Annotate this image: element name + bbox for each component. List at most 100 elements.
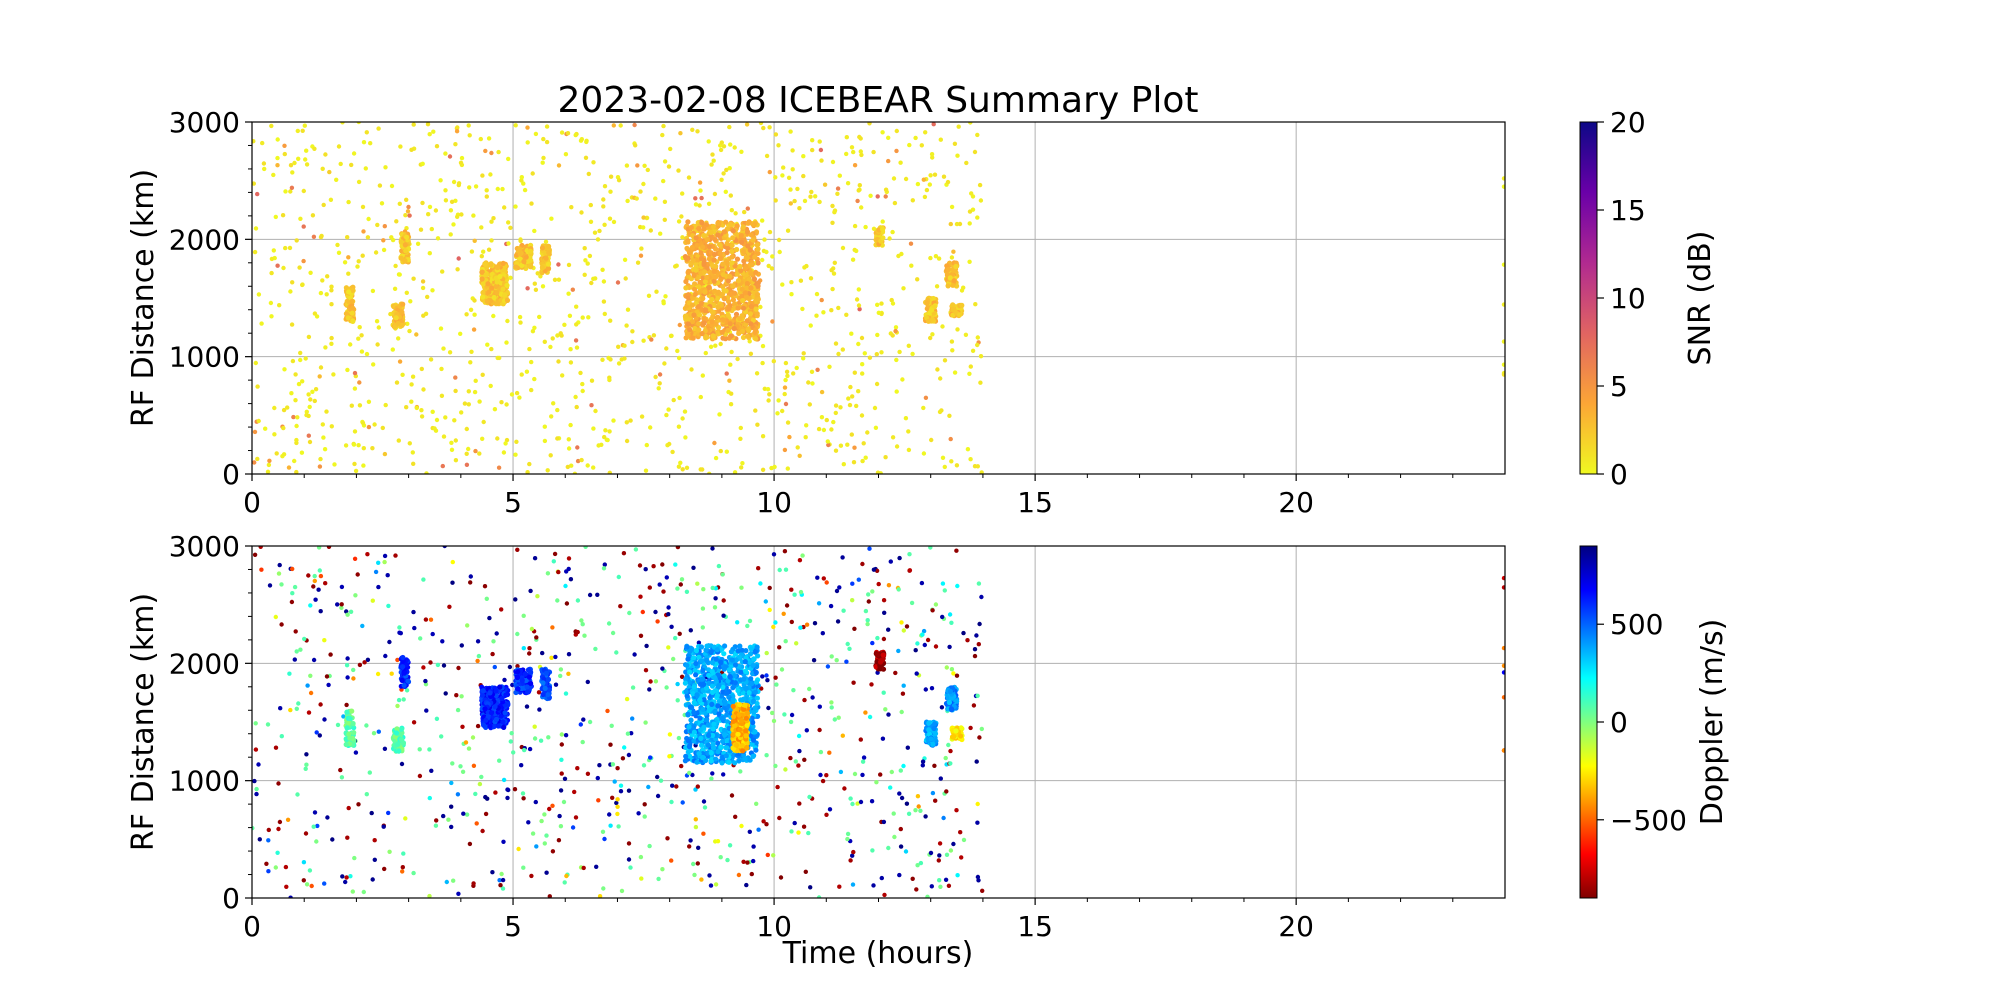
snr-background-point (641, 215, 646, 220)
snr-cluster-point (711, 278, 717, 284)
snr-cluster-point (693, 267, 699, 273)
snr-cluster-point (488, 262, 494, 268)
snr-cluster-point (479, 276, 485, 282)
doppler-background-point (899, 795, 905, 801)
doppler-background-point (252, 778, 257, 784)
doppler-cluster-point (499, 695, 505, 702)
snr-background-point (466, 123, 471, 128)
snr-background-point (256, 418, 261, 424)
snr-cluster-point (750, 237, 756, 243)
snr-background-point (290, 170, 295, 175)
snr-background-point (822, 182, 828, 187)
snr-background-point (456, 181, 462, 186)
doppler-background-point (794, 641, 799, 646)
snr-background-point (875, 194, 880, 199)
snr-background-point (548, 344, 553, 350)
doppler-background-point (608, 823, 613, 828)
snr-cluster-point (689, 302, 696, 308)
snr-cluster-point (686, 295, 692, 301)
snr-background-point (948, 221, 953, 227)
snr-background-point (729, 208, 734, 213)
snr-background-point (320, 278, 325, 283)
snr-cluster-point (743, 322, 749, 328)
snr-background-point (851, 460, 857, 465)
doppler-background-point (901, 683, 906, 688)
snr-cluster-point (755, 260, 761, 266)
snr-background-point (466, 389, 471, 394)
doppler-background-point (850, 801, 855, 807)
snr-background-point (789, 280, 794, 285)
snr-background-point (653, 374, 658, 380)
doppler-cluster-point (487, 723, 493, 730)
doppler-background-point (558, 824, 564, 829)
snr-cluster-point (703, 307, 709, 313)
snr-background-point (562, 322, 567, 327)
snr-background-point (396, 336, 401, 341)
doppler-background-point (691, 565, 696, 570)
snr-background-point (504, 437, 510, 443)
doppler-background-point (828, 603, 834, 609)
doppler-background-point (458, 764, 463, 769)
snr-cluster-point (753, 336, 759, 342)
doppler-background-point (386, 603, 391, 609)
doppler-background-point (294, 706, 299, 711)
doppler-background-point (381, 824, 386, 829)
doppler-background-point (899, 620, 904, 625)
snr-cluster-point (720, 261, 726, 267)
doppler-cluster-point (545, 676, 552, 682)
doppler-background-point (881, 636, 887, 642)
snr-background-point (583, 258, 588, 263)
snr-background-point (348, 342, 353, 347)
doppler-background-point (326, 682, 331, 688)
doppler-background-point (640, 609, 645, 615)
snr-background-point (499, 400, 504, 405)
doppler-background-point (733, 814, 738, 819)
doppler-background-point (955, 583, 960, 589)
snr-background-point (760, 218, 765, 223)
snr-background-point (628, 418, 633, 423)
snr-background-point (879, 301, 884, 306)
snr-background-point (906, 343, 911, 348)
snr-background-point (467, 185, 472, 190)
snr-background-point (272, 432, 277, 437)
doppler-background-point (747, 618, 753, 624)
doppler-background-point (340, 874, 345, 879)
snr-background-point (973, 302, 978, 307)
doppler-background-point (521, 613, 526, 618)
doppler-background-point (718, 855, 723, 860)
snr-background-point (453, 438, 458, 443)
doppler-background-point (607, 812, 612, 817)
snr-cluster-point (349, 310, 355, 316)
doppler-background-point (713, 596, 718, 601)
snr-cluster-point (689, 244, 696, 251)
doppler-background-point (707, 873, 712, 878)
snr-cluster-point (740, 298, 746, 304)
doppler-background-point (946, 742, 951, 748)
doppler-background-point (829, 700, 834, 705)
doppler-background-point (896, 587, 901, 592)
doppler-background-point (882, 892, 887, 898)
doppler-background-point (977, 735, 982, 740)
snr-cluster-point (748, 270, 754, 276)
doppler-background-point (664, 575, 669, 580)
doppler-background-point (311, 584, 316, 589)
snr-background-point (738, 425, 743, 431)
snr-background-point (464, 426, 469, 432)
snr-cluster-point (953, 263, 959, 270)
snr-cluster-point (950, 306, 956, 312)
doppler-background-point (325, 815, 330, 820)
doppler-background-point (696, 845, 701, 850)
snr-edge-point (1501, 262, 1505, 267)
snr-background-point (304, 162, 310, 167)
doppler-background-point (301, 878, 306, 883)
snr-background-point (285, 405, 290, 410)
doppler-background-point (279, 734, 284, 739)
snr-background-point (329, 302, 334, 307)
snr-background-point (340, 122, 345, 125)
snr-cluster-point (690, 258, 696, 264)
snr-cluster-point (685, 269, 691, 276)
snr-background-point (359, 333, 364, 338)
snr-background-point (967, 221, 972, 226)
doppler-background-point (817, 727, 822, 733)
